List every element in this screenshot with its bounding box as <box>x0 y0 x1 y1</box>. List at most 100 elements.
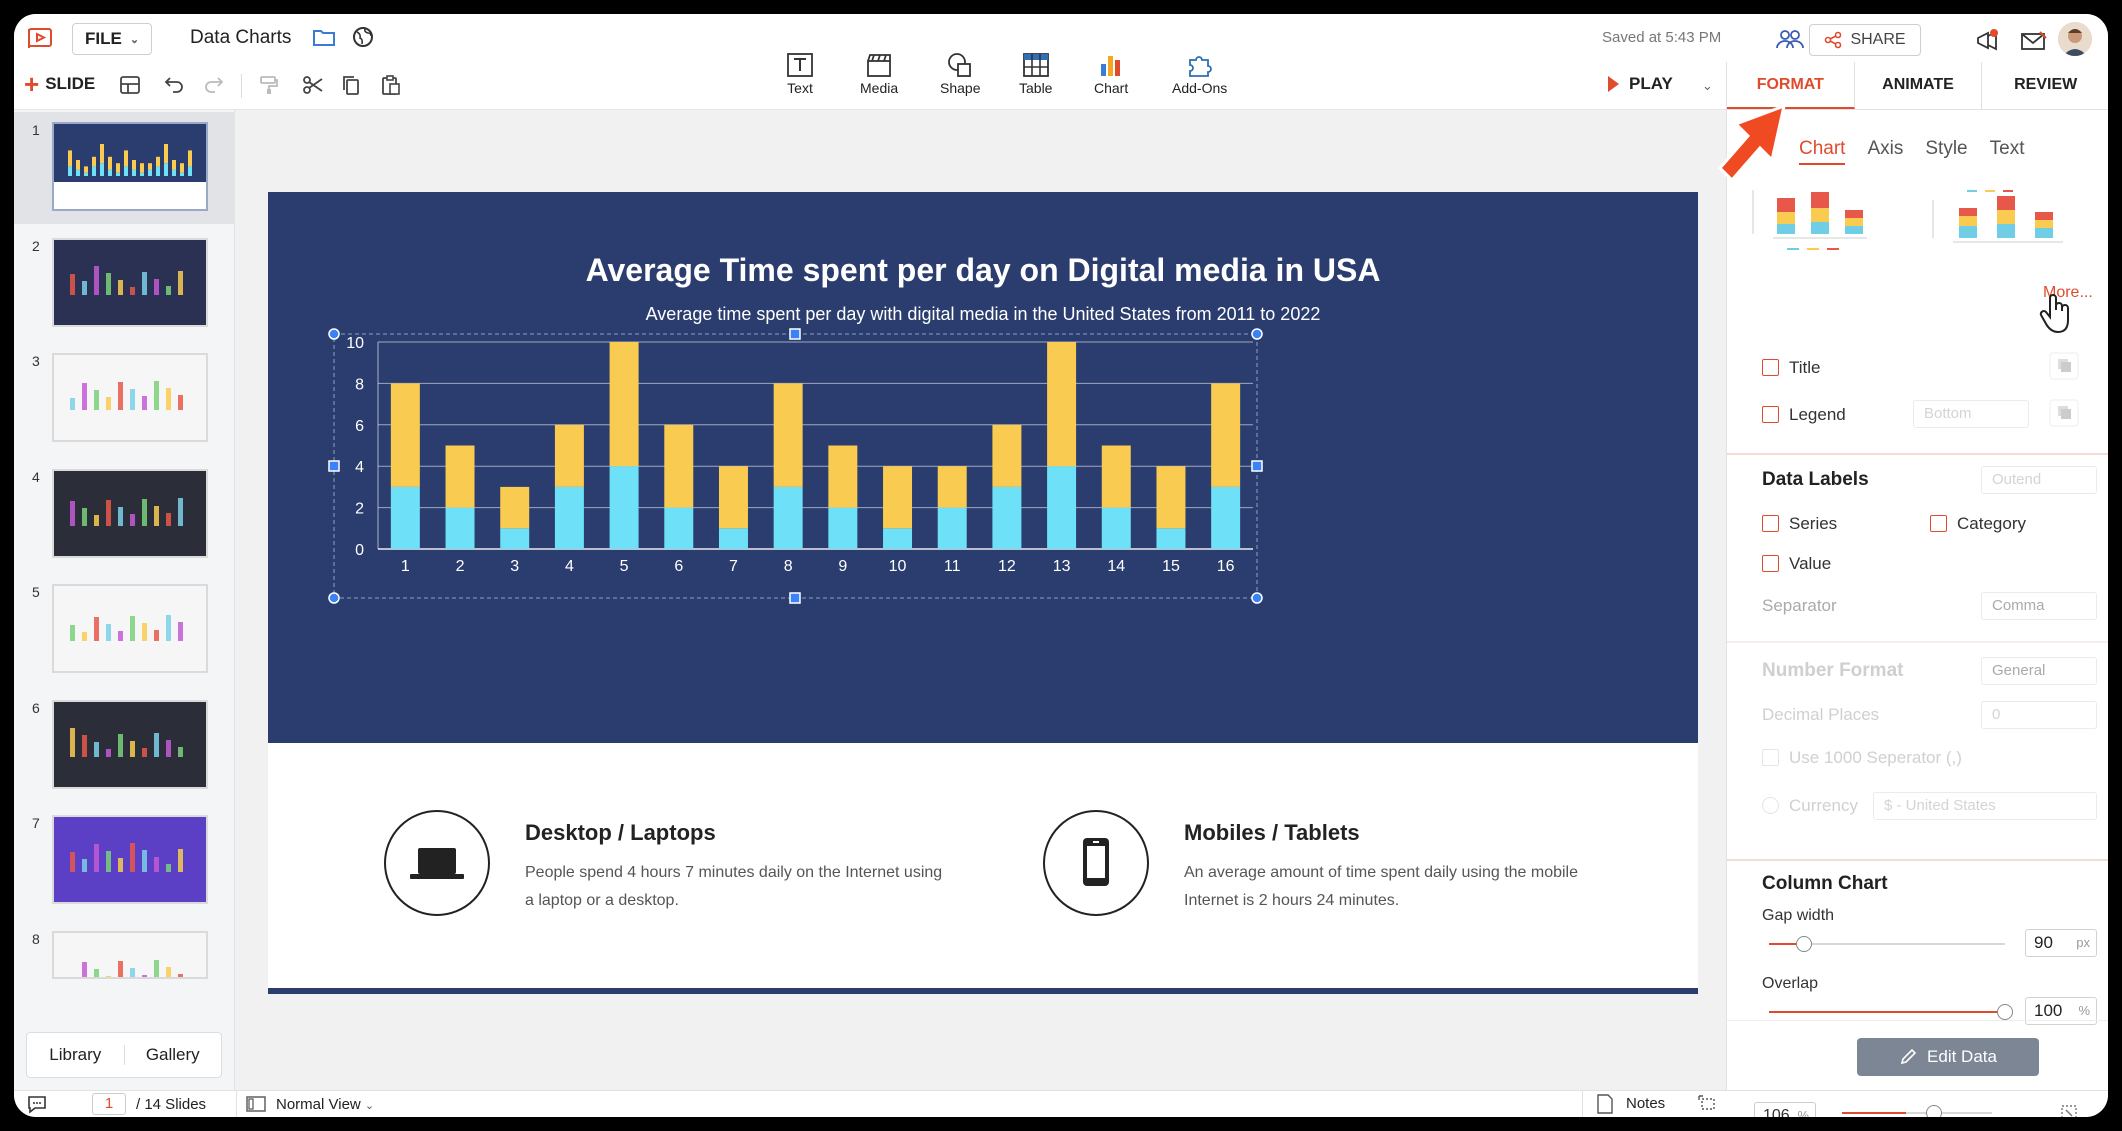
feature-mobile-title[interactable]: Mobiles / Tablets <box>1184 820 1360 845</box>
slide-subtitle[interactable]: Average time spent per day with digital … <box>645 304 1321 324</box>
chart-style-preview-2[interactable] <box>1923 180 2083 260</box>
mail-icon[interactable] <box>2020 30 2048 52</box>
chart-resize-handle[interactable] <box>1251 328 1263 340</box>
play-options-chevron-icon[interactable]: ⌄ <box>1702 78 1713 93</box>
chart-resize-handle[interactable] <box>328 328 340 340</box>
slide-thumbnail[interactable] <box>52 122 208 211</box>
feature-desktop-title[interactable]: Desktop / Laptops <box>525 820 716 845</box>
subtab-text[interactable]: Text <box>1989 138 2025 159</box>
title-options-icon[interactable] <box>2049 352 2079 380</box>
document-title[interactable]: Data Charts <box>190 27 292 48</box>
chart-resize-handle[interactable] <box>328 460 340 472</box>
subtab-style[interactable]: Style <box>1925 138 1968 159</box>
current-page-input[interactable]: 1 <box>92 1093 126 1115</box>
number-format-select[interactable]: General <box>1981 657 2097 685</box>
gap-width-slider[interactable] <box>1769 936 2005 952</box>
category-checkbox[interactable] <box>1930 515 1947 532</box>
chart-bar-segment[interactable] <box>1047 342 1077 467</box>
notes-button[interactable]: Notes <box>1626 1095 1666 1112</box>
play-button[interactable]: PLAY <box>1608 74 1673 94</box>
chart-bar-segment[interactable] <box>390 486 420 549</box>
gap-width-input[interactable]: 90 px <box>2025 929 2097 957</box>
chart-bar-segment[interactable] <box>828 445 858 508</box>
chart-bar-segment[interactable] <box>1156 466 1186 529</box>
share-button[interactable]: SHARE <box>1809 24 1921 56</box>
decimal-places-select[interactable]: 0 <box>1981 701 2097 729</box>
chart-bar-segment[interactable] <box>883 528 913 549</box>
collaborators-icon[interactable] <box>1774 28 1806 50</box>
chart-style-preview-1[interactable] <box>1747 180 1897 260</box>
zoom-slider-handle[interactable] <box>1926 1105 1942 1117</box>
slide-thumbnail[interactable] <box>52 699 208 789</box>
legend-options-icon[interactable] <box>2049 399 2079 427</box>
chart-bar-segment[interactable] <box>828 507 858 549</box>
chart-bar-segment[interactable] <box>937 466 967 508</box>
chat-icon[interactable] <box>26 1094 48 1114</box>
feature-mobile-text[interactable]: An average amount of time spent daily us… <box>1184 864 1579 909</box>
format-painter-icon[interactable] <box>258 74 280 96</box>
chart-bar-segment[interactable] <box>1211 486 1241 549</box>
gallery-button[interactable]: Gallery <box>145 1045 200 1064</box>
edit-data-button[interactable]: Edit Data <box>1857 1038 2039 1076</box>
chart-bar-segment[interactable] <box>609 342 639 467</box>
chart-bar-segment[interactable] <box>883 466 913 529</box>
slide-thumbnail[interactable] <box>52 237 208 327</box>
tab-format[interactable]: FORMAT <box>1727 62 1855 109</box>
chart-bar-segment[interactable] <box>500 486 530 529</box>
slide[interactable]: Average Time spent per day on Digital me… <box>268 192 1698 994</box>
insert-text-button[interactable]: Text <box>786 52 814 96</box>
add-slide-button[interactable]: + SLIDE <box>24 71 95 97</box>
chart-bar-segment[interactable] <box>937 507 967 549</box>
legend-position-select[interactable]: Bottom <box>1913 400 2029 428</box>
chart-bar-segment[interactable] <box>554 486 584 549</box>
tab-animate[interactable]: ANIMATE <box>1855 62 1983 109</box>
chart-resize-handle[interactable] <box>1251 460 1263 472</box>
chart-bar-segment[interactable] <box>500 528 530 549</box>
series-checkbox[interactable] <box>1762 515 1779 532</box>
chart-bar-segment[interactable] <box>1156 528 1186 549</box>
file-menu-button[interactable]: FILE ⌄ <box>72 23 152 55</box>
overlap-slider[interactable] <box>1769 1004 2013 1020</box>
title-checkbox[interactable] <box>1762 359 1779 376</box>
insert-media-button[interactable]: Media <box>860 52 898 96</box>
overlap-input[interactable]: 100% <box>2025 997 2097 1025</box>
slide-thumbnail[interactable] <box>52 468 208 558</box>
user-avatar[interactable] <box>2058 22 2092 56</box>
chart-bar-segment[interactable] <box>390 383 420 487</box>
copy-icon[interactable] <box>340 74 362 96</box>
chart-bar-segment[interactable] <box>773 486 803 549</box>
show-logo-icon[interactable] <box>26 26 54 50</box>
insert-addons-button[interactable]: Add-Ons <box>1172 52 1227 96</box>
chart-bar-segment[interactable] <box>609 466 639 549</box>
chart-bar-segment[interactable] <box>992 486 1022 549</box>
currency-checkbox[interactable] <box>1762 797 1779 814</box>
data-labels-position-select[interactable]: Outend <box>1981 466 2097 494</box>
overlap-slider-handle[interactable] <box>1997 1004 2013 1020</box>
fit-slide-icon[interactable] <box>1698 1095 1718 1113</box>
slide-title[interactable]: Average Time spent per day on Digital me… <box>585 252 1381 288</box>
currency-select[interactable]: $ - United States <box>1873 792 2097 820</box>
insert-chart-button[interactable]: Chart <box>1094 52 1128 96</box>
chart-resize-handle[interactable] <box>1251 592 1263 604</box>
fullscreen-icon[interactable] <box>2060 1104 2078 1117</box>
use-1000-separator-checkbox[interactable] <box>1762 749 1779 766</box>
subtab-axis[interactable]: Axis <box>1867 138 1904 159</box>
undo-icon[interactable] <box>164 74 184 94</box>
view-mode-select[interactable]: Normal View ⌄ <box>276 1096 374 1113</box>
subtab-chart[interactable]: Chart <box>1799 138 1846 165</box>
paste-icon[interactable] <box>380 74 402 96</box>
chart-bar-segment[interactable] <box>773 383 803 487</box>
chart-bar-segment[interactable] <box>664 507 694 549</box>
gap-width-slider-handle[interactable] <box>1796 936 1813 952</box>
folder-icon[interactable] <box>312 27 336 47</box>
announcement-icon[interactable] <box>1974 28 2002 54</box>
chart-bar-segment[interactable] <box>1047 466 1077 549</box>
chart-bar-segment[interactable] <box>554 424 584 487</box>
chart-resize-handle[interactable] <box>789 328 801 340</box>
redo-icon[interactable] <box>204 74 224 94</box>
chart-bar-segment[interactable] <box>992 424 1022 487</box>
slide-thumbnail[interactable] <box>52 815 208 904</box>
chart-bar-segment[interactable] <box>1101 507 1131 549</box>
cut-icon[interactable] <box>302 74 324 96</box>
